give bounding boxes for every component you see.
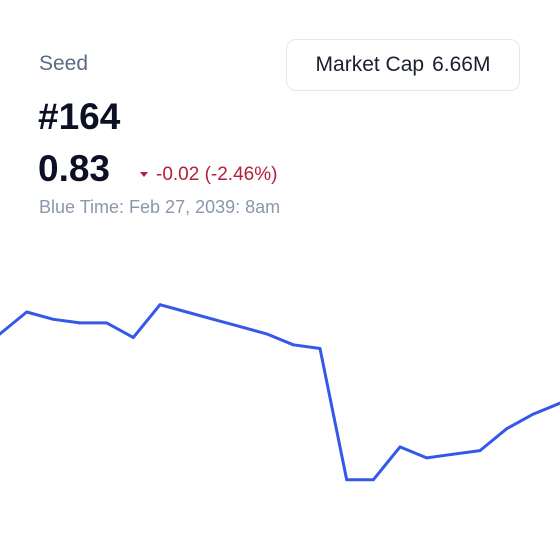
asset-name: Seed [39,52,89,75]
price-change: -0.02 (-2.46%) [140,165,277,184]
price-point [51,317,55,321]
price-point [158,303,162,307]
price-point [291,343,295,347]
price-change-value: -0.02 (-2.46%) [156,164,278,185]
price-point [371,478,375,482]
caret-down-icon [140,172,148,177]
price-point [0,332,2,336]
price-point [238,325,242,328]
price-line-series-0 [0,303,560,482]
price-point [131,336,135,339]
chart-series-layer [0,303,560,482]
price-point [105,321,109,325]
price-point [185,310,189,314]
price-point [398,445,402,449]
market-cap-value: 6.66M [432,53,491,76]
price-point [78,321,82,325]
market-cap-button[interactable]: Market Cap 6.66M [286,39,520,91]
price-point [531,412,535,416]
price-point [478,449,482,452]
asset-rank: #164 [38,96,121,137]
price-point [345,478,349,482]
price-point [211,317,215,321]
timestamp: Blue Time: Feb 27, 2039: 8am [39,197,281,217]
market-cap-label: Market Cap [315,53,425,76]
price-point [425,456,429,460]
asset-price: 0.83 [38,148,111,189]
price-point [25,310,29,314]
price-point [451,452,455,456]
price-point [265,332,269,336]
price-point [318,347,322,350]
price-point [505,427,509,431]
